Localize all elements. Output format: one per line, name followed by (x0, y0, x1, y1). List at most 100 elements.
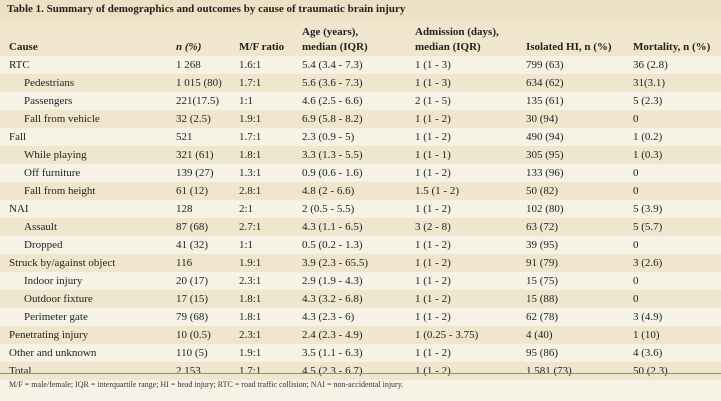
cell-age: 0.9 (0.6 - 1.6) (302, 167, 363, 179)
cell-mf: 1.8:1 (239, 293, 262, 305)
cell-adm: 1 (1 - 3) (415, 59, 451, 71)
cell-age: 4.6 (2.5 - 6.6) (302, 95, 363, 107)
cell-hi: 799 (63) (526, 59, 564, 71)
header-isolated-hi: Isolated HI, n (%) (526, 41, 612, 53)
cell-hi: 39 (95) (526, 239, 559, 251)
cell-cause: NAI (9, 203, 29, 215)
cell-cause: Penetrating injury (9, 329, 89, 341)
cell-n: 139 (27) (176, 167, 214, 179)
cell-mort: 1 (0.2) (633, 131, 663, 143)
cell-mort: 1 (10) (633, 329, 660, 341)
cell-adm: 1 (1 - 2) (415, 365, 451, 377)
cell-n: 521 (176, 131, 193, 143)
cell-mf: 2:1 (239, 203, 254, 215)
table-footnote: M/F = male/female; IQR = interquartile r… (9, 380, 404, 389)
cell-n: 41 (32) (176, 239, 209, 251)
table-row: Indoor injury 20 (17) 2.3:1 2.9 (1.9 - 4.3)… (0, 272, 721, 290)
table-row: Off furniture 139 (27) 1.3:1 0.9 (0.6 - 1.6… (0, 164, 721, 182)
cell-cause: Fall (9, 131, 27, 143)
cell-adm: 1 (1 - 2) (415, 203, 451, 215)
cell-n: 128 (176, 203, 193, 215)
table-row: Other and unknown 110 (5) 1.9:1 3.5 (1.1 - … (0, 344, 721, 362)
table-row: Outdoor fixture 17 (15) 1.8:1 4.3 (3.2 - 6.… (0, 290, 721, 308)
cell-cause: Other and unknown (9, 347, 97, 359)
cell-mf: 1.6:1 (239, 59, 262, 71)
cell-mort: 5 (3.9) (633, 203, 663, 215)
cell-mf: 2.3:1 (239, 329, 262, 341)
cell-adm: 3 (2 - 8) (415, 221, 451, 233)
cell-hi: 95 (86) (526, 347, 559, 359)
cell-cause: Assault (24, 221, 57, 233)
table-row: Struck by/against object 116 1.9:1 3.9 (2.3… (0, 254, 721, 272)
cell-mort: 0 (633, 239, 639, 251)
cell-mf: 1.9:1 (239, 347, 262, 359)
cell-cause: While playing (24, 149, 87, 161)
header-admission-line2: median (IQR) (415, 41, 481, 53)
cell-mf: 1.9:1 (239, 257, 262, 269)
table-row: Assault 87 (68) 2.7:1 4.3 (1.1 - 6.5) 3 (2 -… (0, 218, 721, 236)
table-row: Pedestrians 1 015 (80) 1.7:1 5.6 (3.6 - 7.3… (0, 74, 721, 92)
cell-hi: 1 581 (73) (526, 365, 572, 377)
cell-n: 110 (5) (176, 347, 208, 359)
cell-n: 10 (0.5) (176, 329, 211, 341)
cell-age: 2.3 (0.9 - 5) (302, 131, 355, 143)
cell-mf: 2.7:1 (239, 221, 262, 233)
cell-mort: 1 (0.3) (633, 149, 663, 161)
cell-cause: Indoor injury (24, 275, 83, 287)
table-row: Passengers 221(17.5) 1:1 4.6 (2.5 - 6.6) 2 (… (0, 92, 721, 110)
cell-hi: 4 (40) (526, 329, 553, 341)
cell-age: 3.5 (1.1 - 6.3) (302, 347, 363, 359)
cell-mort: 3 (4.9) (633, 311, 663, 323)
cell-hi: 490 (94) (526, 131, 564, 143)
cell-cause: RTC (9, 59, 30, 71)
table-row: Dropped 41 (32) 1:1 0.5 (0.2 - 1.3) 1 (1 - 2… (0, 236, 721, 254)
header-admission-line1: Admission (days), (415, 26, 499, 38)
header-age-line1: Age (years), (302, 26, 359, 38)
cell-mort: 3 (2.6) (633, 257, 663, 269)
table-row: NAI 128 2:1 2 (0.5 - 5.5) 1 (1 - 2) 102 (80) 5… (0, 200, 721, 218)
header-cause: Cause (9, 41, 38, 53)
cell-adm: 1 (1 - 2) (415, 257, 451, 269)
cell-age: 4.8 (2 - 6.6) (302, 185, 355, 197)
cell-n: 2 153 (176, 365, 201, 377)
cell-age: 0.5 (0.2 - 1.3) (302, 239, 363, 251)
cell-mort: 5 (2.3) (633, 95, 663, 107)
table-row: While playing 321 (61) 1.8:1 3.3 (1.3 - 5.5… (0, 146, 721, 164)
cell-hi: 133 (96) (526, 167, 564, 179)
cell-n: 61 (12) (176, 185, 209, 197)
cell-hi: 50 (82) (526, 185, 559, 197)
cell-n: 87 (68) (176, 221, 209, 233)
cell-n: 32 (2.5) (176, 113, 211, 125)
header-mf-ratio: M/F ratio (239, 41, 285, 53)
cell-cause: Fall from vehicle (24, 113, 100, 125)
cell-mort: 0 (633, 185, 639, 197)
cell-age: 4.3 (2.3 - 6) (302, 311, 355, 323)
cell-hi: 30 (94) (526, 113, 559, 125)
cell-mort: 36 (2.8) (633, 59, 668, 71)
table-bottom-rule (0, 373, 721, 374)
header-age-line2: median (IQR) (302, 41, 368, 53)
cell-age: 4.5 (2.3 - 6.7) (302, 365, 363, 377)
cell-n: 116 (176, 257, 193, 269)
cell-n: 321 (61) (176, 149, 214, 161)
table-row: Fall 521 1.7:1 2.3 (0.9 - 5) 1 (1 - 2) 490 (9… (0, 128, 721, 146)
cell-mort: 50 (2.3) (633, 365, 668, 377)
cell-mort: 4 (3.6) (633, 347, 663, 359)
cell-hi: 135 (61) (526, 95, 564, 107)
cell-adm: 1 (1 - 2) (415, 347, 451, 359)
cell-adm: 1 (0.25 - 3.75) (415, 329, 479, 341)
table-row: Total 2 153 1.7:1 4.5 (2.3 - 6.7) 1 (1 - 2) 1… (0, 362, 721, 380)
cell-hi: 15 (75) (526, 275, 559, 287)
cell-mf: 1.9:1 (239, 113, 262, 125)
table-row: Fall from height 61 (12) 2.8:1 4.8 (2 - 6.6… (0, 182, 721, 200)
cell-mf: 1.7:1 (239, 131, 262, 143)
cell-adm: 1 (1 - 2) (415, 131, 451, 143)
cell-mf: 2.3:1 (239, 275, 262, 287)
header-n: n (%) (176, 41, 202, 53)
cell-adm: 1 (1 - 1) (415, 149, 451, 161)
cell-mf: 1.7:1 (239, 77, 262, 89)
cell-adm: 1 (1 - 2) (415, 311, 451, 323)
cell-adm: 1 (1 - 3) (415, 77, 451, 89)
cell-mf: 2.8:1 (239, 185, 262, 197)
cell-mf: 1.7:1 (239, 365, 262, 377)
